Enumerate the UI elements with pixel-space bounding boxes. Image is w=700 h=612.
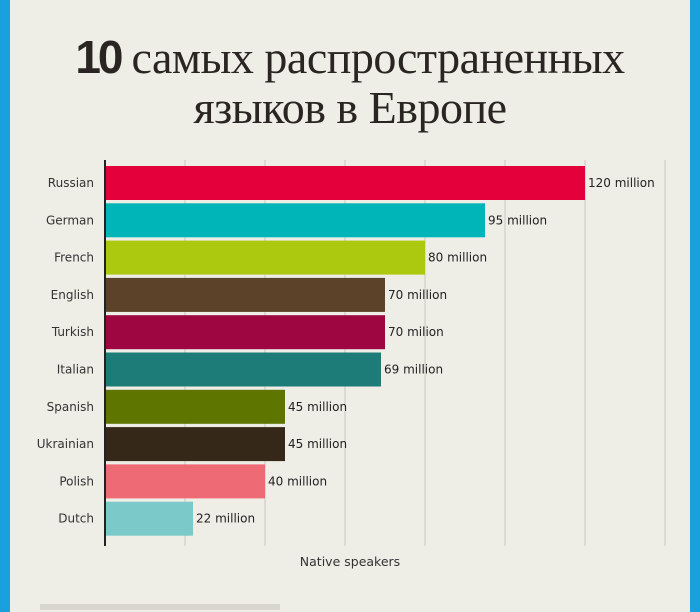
bar-polish xyxy=(105,464,265,499)
bar-french xyxy=(105,240,425,275)
data-label: 70 million xyxy=(388,288,447,302)
data-label: 45 million xyxy=(288,400,347,414)
category-label: Italian xyxy=(57,363,94,377)
category-label: German xyxy=(46,213,94,227)
data-label: 80 million xyxy=(428,251,487,265)
bar-russian xyxy=(105,166,585,200)
chart-title: 10 самых распространенных языков в Европ… xyxy=(10,32,690,133)
footer-bar xyxy=(40,604,280,610)
category-label: Dutch xyxy=(58,512,94,526)
bar-dutch xyxy=(105,501,193,536)
data-label: 45 million xyxy=(288,437,347,451)
bar-turkish xyxy=(105,315,385,350)
infographic-panel: 10 самых распространенных языков в Европ… xyxy=(10,0,690,612)
bar-english xyxy=(105,277,385,312)
data-labels: 120 million 95 million 80 million 70 millio… xyxy=(196,176,655,526)
title-number: 10 xyxy=(75,31,123,83)
data-label: 40 million xyxy=(268,474,327,488)
category-label: Ukrainian xyxy=(37,437,94,451)
bar-spanish xyxy=(105,389,285,424)
data-label: 69 million xyxy=(384,363,443,377)
title-line-1-text: самых распространенных xyxy=(131,32,625,83)
category-label: Spanish xyxy=(47,400,94,414)
bar-german xyxy=(105,203,485,238)
bar-chart: Russian German French English Turkish Italian… xyxy=(37,160,666,569)
title-line-2: языков в Европе xyxy=(193,82,507,133)
category-label: Polish xyxy=(59,474,94,488)
data-label: 95 million xyxy=(488,213,547,227)
data-label: 70 milion xyxy=(388,325,444,339)
category-label: French xyxy=(54,251,94,265)
category-label: Turkish xyxy=(51,325,94,339)
bar-italian xyxy=(105,352,381,387)
data-label: 22 million xyxy=(196,512,255,526)
category-label: Russian xyxy=(48,176,94,190)
bars xyxy=(105,166,585,536)
x-axis-title: Native speakers xyxy=(300,554,400,569)
category-label: English xyxy=(51,288,94,302)
category-labels: Russian German French English Turkish Italian… xyxy=(37,176,94,526)
title-line-1: 10 самых распространенных xyxy=(10,32,690,83)
data-label: 120 million xyxy=(588,176,655,190)
bar-ukrainian xyxy=(105,427,285,462)
